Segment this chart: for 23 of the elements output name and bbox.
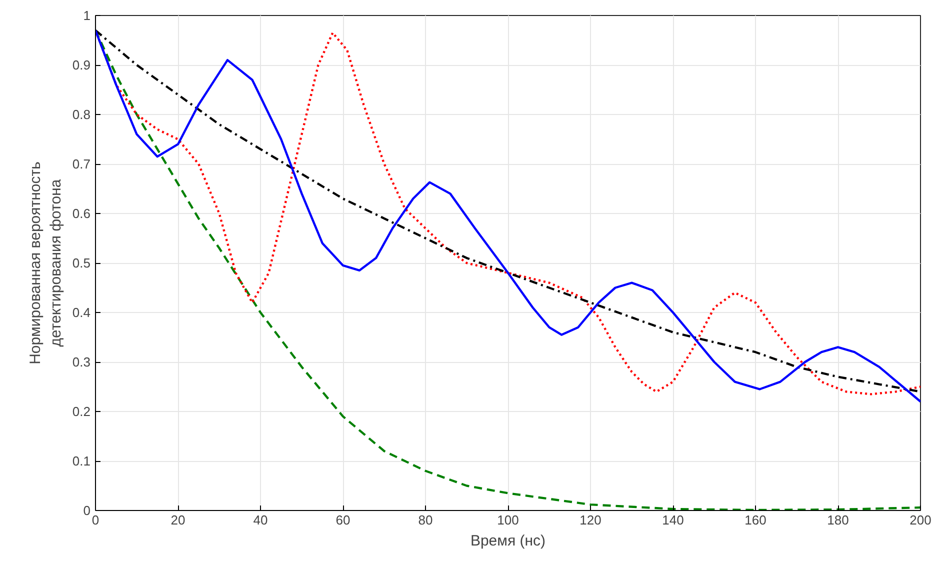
y-tick-label: 0.6 <box>72 206 91 221</box>
x-tick-label: 180 <box>827 512 849 528</box>
x-tick-label: 100 <box>497 512 519 528</box>
y-tick-label: 0.2 <box>72 404 91 419</box>
y-axis-title: Нормированная вероятность детектирования фотона <box>27 161 64 364</box>
x-tick-label: 20 <box>170 512 186 528</box>
x-tick-label: 120 <box>580 512 602 528</box>
y-tick-label: 0.7 <box>72 156 91 172</box>
y-tick-label: 0 <box>83 503 91 518</box>
y-tick-label: 0.1 <box>72 454 91 468</box>
x-tick-label: 80 <box>418 512 433 528</box>
y-tick-label: 1 <box>83 8 91 23</box>
y-tick-label: 0.9 <box>72 58 91 72</box>
x-axis-title: Время (нс) <box>470 532 546 550</box>
x-tick-label: 60 <box>336 512 350 528</box>
y-tick-label: 0.4 <box>72 305 91 320</box>
x-tick-label: 160 <box>744 512 766 528</box>
x-tick-label: 200 <box>910 512 932 528</box>
y-tick-label: 0.8 <box>72 107 91 122</box>
x-tick-label: 140 <box>662 512 684 528</box>
y-tick-label: 0.5 <box>72 256 91 270</box>
x-tick-label: 40 <box>253 512 268 528</box>
y-tick-label: 0.3 <box>72 354 91 370</box>
